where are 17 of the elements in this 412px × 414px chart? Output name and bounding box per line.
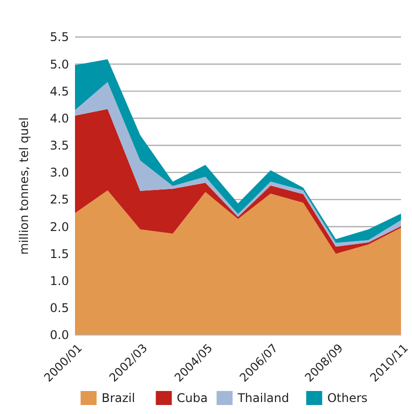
y-tick-label: 0.5 [50,301,69,316]
y-tick-label: 3.5 [50,138,69,153]
y-tick-label: 5.5 [50,30,69,44]
y-tick-label: 3.0 [50,166,69,180]
y-tick-label: 5.0 [50,57,69,72]
y-tick-label: 4.5 [50,84,69,98]
y-axis-title: million tonnes, tel quel [17,117,31,255]
y-tick-label: 1.5 [50,246,69,261]
y-tick-label: 4.0 [50,111,69,126]
y-tick-label: 1.0 [50,274,69,288]
legend-label: Brazil [102,391,136,406]
legend-label: Others [327,391,368,406]
y-tick-label: 2.0 [50,220,69,234]
legend-label: Thailand [236,391,290,406]
legend-label: Cuba [176,391,208,406]
y-tick-label: 2.5 [50,192,69,207]
y-tick-label: 0.0 [50,328,69,342]
